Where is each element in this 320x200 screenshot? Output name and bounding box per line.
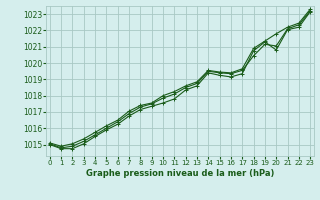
X-axis label: Graphe pression niveau de la mer (hPa): Graphe pression niveau de la mer (hPa) <box>86 169 274 178</box>
